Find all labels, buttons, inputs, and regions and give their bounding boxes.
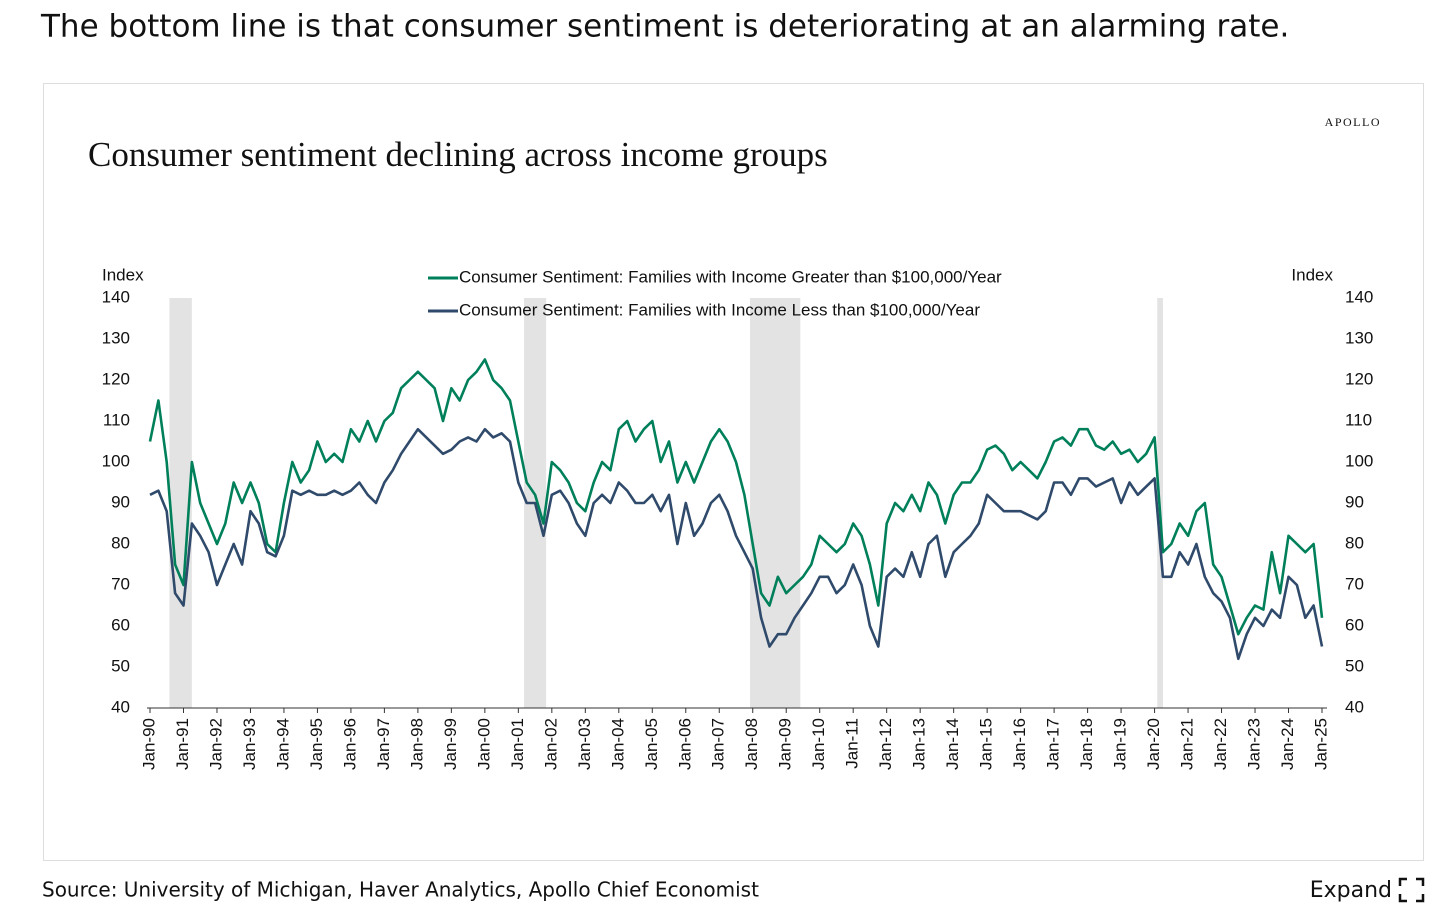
source: Source: University of Michigan, Haver An… — [42, 878, 759, 902]
x-tick-label: Jan-18 — [1077, 718, 1096, 770]
x-tick-label: Jan-17 — [1044, 718, 1063, 770]
x-tick-label: Jan-14 — [943, 718, 962, 770]
x-tick-label: Jan-24 — [1278, 718, 1297, 770]
x-tick-label: Jan-25 — [1311, 718, 1330, 770]
legend-label: Consumer Sentiment: Families with Income… — [459, 267, 1002, 286]
x-tick-label: Jan-93 — [240, 718, 259, 770]
x-tick-label: Jan-01 — [508, 718, 527, 770]
x-tick-label: Jan-92 — [206, 718, 225, 770]
x-tick-label: Jan-00 — [474, 718, 493, 770]
y2-tick-label: 120 — [1345, 369, 1373, 388]
x-tick-label: Jan-96 — [340, 718, 359, 770]
x-tick-label: Jan-22 — [1211, 718, 1230, 770]
y-tick-label: 110 — [103, 410, 130, 429]
y2-tick-label: 100 — [1345, 451, 1373, 470]
x-tick-label: Jan-99 — [441, 718, 460, 770]
y-axis-label: Index — [102, 265, 144, 284]
x-tick-label: Jan-95 — [307, 718, 326, 770]
x-tick-label: Jan-12 — [876, 718, 895, 770]
x-tick-label: Jan-06 — [675, 718, 694, 770]
y-tick-label: 130 — [102, 328, 130, 347]
x-tick-label: Jan-97 — [374, 718, 393, 770]
legend-label: Consumer Sentiment: Families with Income… — [459, 300, 980, 319]
y2-tick-label: 70 — [1345, 574, 1364, 593]
recession-band — [169, 298, 192, 708]
expand-button[interactable]: Expand — [1310, 878, 1392, 903]
y-tick-label: 70 — [111, 574, 130, 593]
x-tick-label: Jan-23 — [1245, 718, 1264, 770]
x-tick-label: Jan-08 — [742, 718, 761, 770]
y-tick-label: 90 — [111, 492, 130, 511]
y2-tick-label: 90 — [1345, 492, 1364, 511]
y-tick-label: 100 — [102, 451, 130, 470]
y2-tick-label: 130 — [1345, 328, 1373, 347]
y2-tick-label: 50 — [1345, 656, 1364, 675]
x-tick-label: Jan-02 — [541, 718, 560, 770]
y2-tick-label: 140 — [1345, 287, 1373, 306]
x-tick-label: Jan-10 — [809, 718, 828, 770]
x-tick-label: Jan-15 — [977, 718, 996, 770]
y-tick-label: 140 — [102, 287, 130, 306]
y2-tick-label: 80 — [1345, 533, 1364, 552]
chart-title: Consumer sentiment declining across inco… — [88, 135, 828, 174]
x-tick-label: Jan-03 — [575, 718, 594, 770]
x-tick-label: Jan-13 — [910, 718, 929, 770]
x-tick-label: Jan-90 — [139, 718, 158, 770]
series-line — [148, 358, 1324, 636]
y2-tick-label: 60 — [1345, 615, 1364, 634]
x-tick-label: Jan-16 — [1010, 718, 1029, 770]
x-tick-label: Jan-05 — [642, 718, 661, 770]
x-tick-label: Jan-07 — [709, 718, 728, 770]
y-tick-label: 50 — [111, 656, 130, 675]
plot: 40 50 60 70 80 90 100 110 120 130 140 40 50 60 70 80 90 1… — [102, 267, 1374, 770]
y-tick-label: 120 — [102, 369, 130, 388]
series-line — [149, 427, 1324, 661]
x-tick-label: Jan-19 — [1111, 718, 1130, 770]
brand: APOLLO — [1325, 115, 1381, 129]
expand-icon[interactable] — [1398, 877, 1425, 903]
x-tick-label: Jan-09 — [776, 718, 795, 770]
y2-axis-label: Index — [1291, 265, 1333, 284]
y-tick-label: 60 — [111, 615, 130, 634]
x-tick-label: Jan-91 — [173, 718, 192, 770]
y-tick-label: 40 — [111, 697, 130, 716]
x-tick-label: Jan-11 — [843, 718, 862, 769]
x-tick-label: Jan-20 — [1144, 718, 1163, 770]
y-tick-label: 80 — [111, 533, 130, 552]
y2-tick-label: 40 — [1345, 697, 1364, 716]
x-tick-label: Jan-21 — [1178, 718, 1197, 770]
y2-tick-label: 110 — [1345, 410, 1372, 429]
chart-frame — [43, 83, 1424, 861]
x-tick-label: Jan-98 — [407, 718, 426, 770]
x-tick-label: Jan-04 — [608, 718, 627, 770]
recession-band — [750, 298, 801, 708]
x-tick-label: Jan-94 — [273, 718, 292, 770]
post-text: The bottom line is that consumer sentime… — [40, 9, 1289, 45]
